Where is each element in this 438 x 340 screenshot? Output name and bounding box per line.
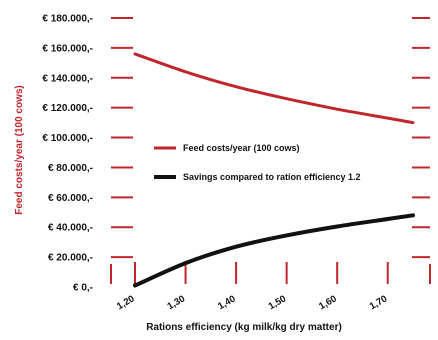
y-tick-label: € 40.000,-	[48, 223, 93, 234]
y-tick-label: € 80.000,-	[48, 163, 93, 174]
x-tick-label: 1,30	[166, 293, 188, 312]
y-tick-label: € 160.000,-	[42, 43, 93, 54]
x-axis-ticks: 1,20 1,30 1,40 1,50 1,60 1,70	[110, 262, 431, 312]
savings-line	[133, 213, 415, 288]
x-tick-label: 1,50	[267, 293, 289, 312]
y-tick-label: € 180.000,-	[42, 14, 93, 25]
legend: Feed costs/year (100 cows) Savings compar…	[154, 143, 361, 182]
legend-label: Feed costs/year (100 cows)	[183, 143, 300, 153]
y-tick-label: € 100.000,-	[42, 133, 93, 144]
x-axis-label: Rations efficiency (kg milk/kg dry matte…	[146, 322, 342, 333]
x-tick-label: 1,20	[115, 293, 137, 312]
y-tick-label: € 60.000,-	[48, 193, 93, 204]
legend-label: Savings compared to ration efficiency 1.…	[183, 172, 361, 182]
y-tick-label: € 0,-	[73, 283, 93, 294]
feed-costs-line	[133, 52, 415, 125]
y-tick-label: € 120.000,-	[42, 103, 93, 114]
x-tick-label: 1,60	[317, 293, 339, 312]
x-tick-label: 1,40	[216, 293, 238, 312]
series-lines	[133, 52, 415, 288]
right-axis-ticks	[412, 17, 430, 259]
y-tick-label: € 20.000,-	[48, 253, 93, 264]
y-axis-ticks: € 180.000,- € 160.000,- € 140.000,- € 120.0…	[42, 14, 133, 294]
y-tick-label: € 140.000,-	[42, 73, 93, 84]
x-tick-label: 1,70	[368, 293, 390, 312]
y-axis-label: Feed costs/year (100 cows)	[14, 85, 25, 215]
